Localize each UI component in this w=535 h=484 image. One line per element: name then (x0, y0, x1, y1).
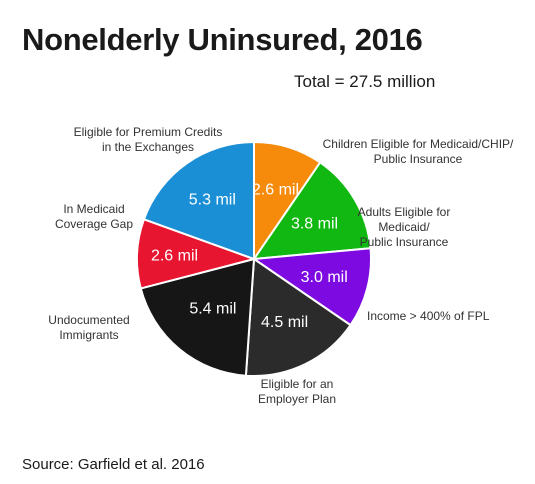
value-label-undocumented-immigrants: 5.4 mil (189, 301, 236, 318)
chart-subtitle: Total = 27.5 million (294, 72, 436, 91)
pie-slice-income-400-of-fpl (251, 247, 372, 327)
category-label-income-400-of-fpl: Income > 400% of FPL (367, 309, 490, 323)
category-label-adults-eligible-for-medicaid-public-insurance: Adults Eligible for Medicaid/Public Insur… (358, 205, 451, 249)
pie-slice-eligible-for-premium-credits-in-the-exchanges (142, 140, 255, 261)
chart-title: Nonelderly Uninsured, 2016 (22, 22, 423, 57)
pie-slice-eligible-for-an-employer-plan (244, 257, 352, 377)
category-label-children-eligible-for-medicaid-chip-public-insurance: Children Eligible for Medicaid/CHIP/Publ… (323, 137, 514, 166)
value-label-eligible-for-an-employer-plan: 4.5 mil (261, 314, 308, 331)
pie-slice-adults-eligible-for-medicaid-public-insurance (251, 161, 372, 261)
category-label-eligible-for-premium-credits-in-the-exchanges: Eligible for Premium Credits in the Excha… (74, 125, 223, 154)
value-label-in-medicaid-coverage-gap: 2.6 mil (151, 247, 198, 264)
value-label-eligible-for-premium-credits-in-the-exchanges: 5.3 mil (189, 192, 236, 209)
value-label-children-eligible-for-medicaid-chip-public-insurance: 2.6 mil (252, 182, 299, 199)
category-label-undocumented-immigrants: Undocumented Immigrants (48, 313, 129, 342)
source-note: Source: Garfield et al. 2016 (22, 456, 205, 473)
category-label-eligible-for-an-employer-plan: Eligible for an Employer Plan (258, 377, 336, 406)
pie-slice-undocumented-immigrants (139, 257, 256, 377)
value-label-adults-eligible-for-medicaid-public-insurance: 3.8 mil (291, 215, 338, 232)
category-label-in-medicaid-coverage-gap: In Medicaid Coverage Gap (55, 202, 133, 231)
value-label-income-400-of-fpl: 3.0 mil (301, 269, 348, 286)
